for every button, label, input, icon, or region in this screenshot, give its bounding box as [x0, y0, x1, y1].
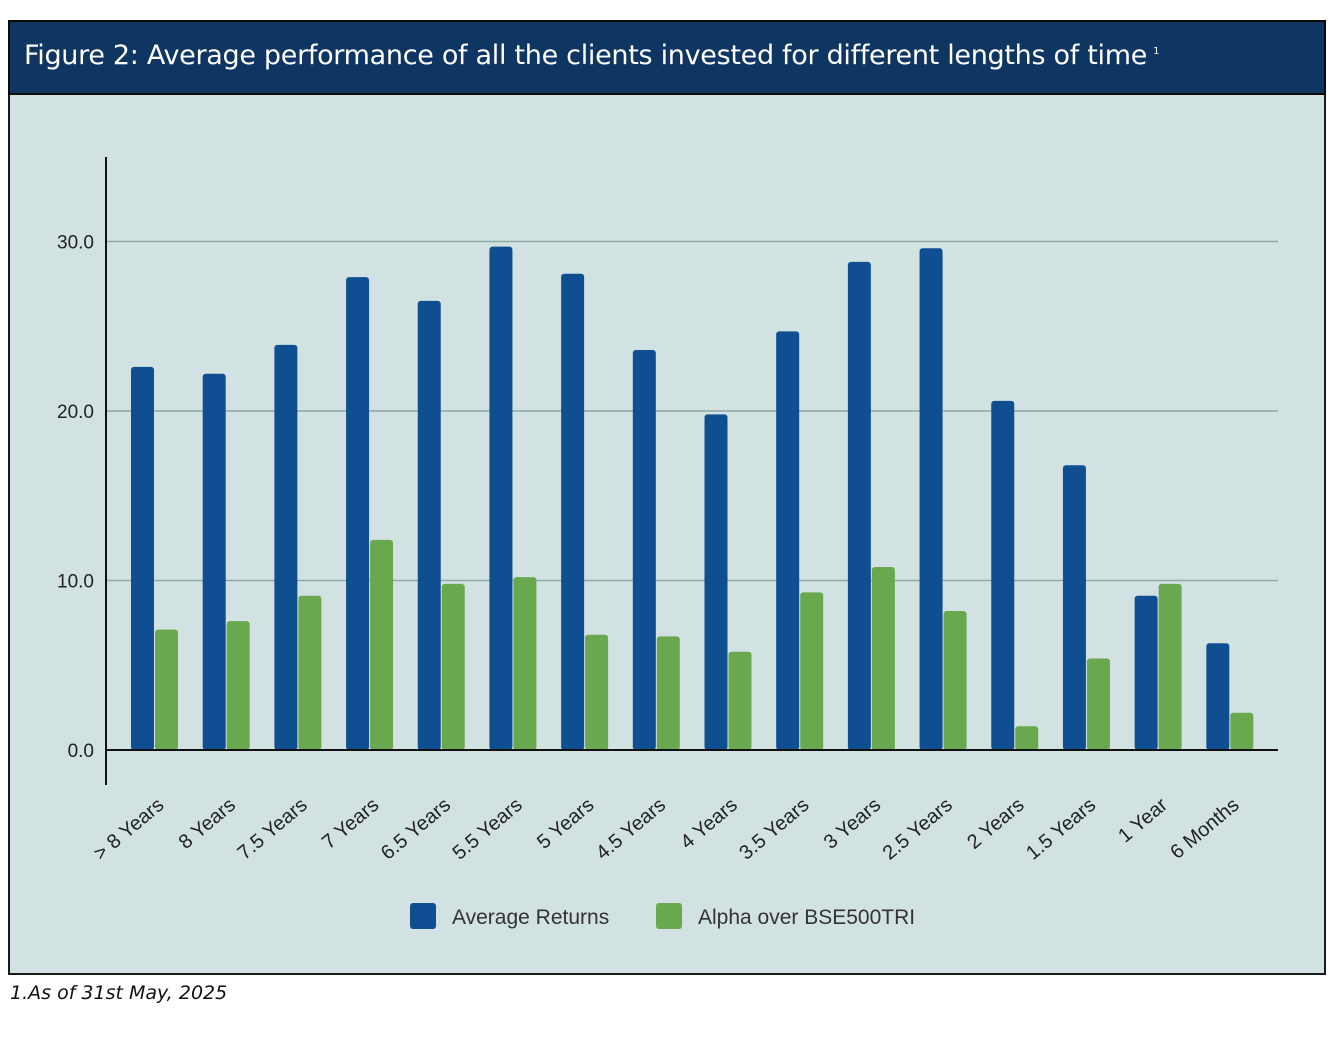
bar-average-returns	[417, 300, 441, 750]
footnote-marker: 1	[1153, 46, 1160, 57]
x-category-label: 1 Year	[1114, 794, 1172, 848]
legend-swatch-average-returns	[410, 903, 436, 929]
legend-swatch-alpha	[656, 903, 682, 929]
x-category-label: 6 Months	[1166, 794, 1243, 864]
bar-alpha	[1158, 583, 1182, 750]
x-category-label: 3 Years	[820, 794, 885, 854]
bar-alpha	[728, 651, 752, 750]
bar-alpha	[585, 634, 609, 750]
bar-average-returns	[776, 331, 800, 750]
bar-alpha	[871, 566, 895, 750]
bar-alpha	[1086, 658, 1110, 750]
x-category-label: 5.5 Years	[449, 794, 527, 864]
bar-average-returns	[131, 366, 154, 750]
legend-label-average-returns: Average Returns	[452, 906, 609, 929]
x-category-label: 7 Years	[318, 794, 383, 854]
bar-alpha	[298, 595, 322, 750]
bar-average-returns	[632, 349, 656, 750]
bar-average-returns	[489, 246, 513, 750]
bar-average-returns	[991, 400, 1015, 750]
x-category-label: 5 Years	[533, 794, 598, 854]
bar-alpha	[1015, 726, 1039, 750]
y-tick-label: 20.0	[57, 402, 94, 423]
y-tick-label: 0.0	[68, 741, 94, 762]
figure-title-text: Figure 2: Average performance of all the…	[24, 40, 1148, 71]
bar-alpha	[513, 577, 537, 750]
bar-average-returns	[202, 373, 226, 750]
x-category-label: 3.5 Years	[735, 794, 813, 864]
x-category-label: 6.5 Years	[377, 794, 455, 864]
legend-label-alpha: Alpha over BSE500TRI	[698, 906, 915, 929]
x-category-label: 2 Years	[963, 794, 1028, 854]
figure-header: Figure 2: Average performance of all the…	[8, 20, 1326, 95]
bar-average-returns	[346, 277, 370, 750]
x-category-label: > 8 Years	[90, 794, 168, 865]
bar-alpha	[370, 539, 394, 750]
x-category-label: 7.5 Years	[234, 794, 312, 864]
y-tick-label: 30.0	[57, 233, 94, 254]
bar-alpha	[943, 611, 967, 750]
footnote: 1.As of 31st May, 2025	[10, 982, 228, 1004]
bar-alpha	[656, 636, 680, 750]
chart-panel: 0.0 10.0 20.0 30.0 > 8 Years 8 Years 7.5 Years…	[8, 95, 1326, 975]
bar-alpha	[441, 583, 465, 750]
bar-alpha	[226, 621, 250, 750]
y-tick-label: 10.0	[57, 572, 94, 593]
bar-average-returns	[919, 248, 943, 750]
bar-average-returns	[1062, 465, 1086, 750]
bar-average-returns	[561, 273, 585, 750]
x-category-label: 2.5 Years	[879, 794, 957, 864]
x-category-label: 8 Years	[175, 794, 240, 854]
bar-alpha	[800, 592, 824, 750]
bar-average-returns	[1206, 643, 1230, 750]
bar-average-returns	[1134, 595, 1158, 750]
bar-average-returns	[704, 414, 728, 750]
bar-average-returns	[847, 261, 871, 750]
bar-alpha	[155, 629, 178, 750]
x-category-label: 1.5 Years	[1022, 794, 1100, 864]
x-category-label: 4 Years	[676, 794, 741, 854]
figure-title: Figure 2: Average performance of all the…	[24, 40, 1159, 71]
x-category-label: 4.5 Years	[592, 794, 670, 864]
bar-average-returns	[274, 344, 298, 750]
bar-alpha	[1230, 712, 1254, 750]
